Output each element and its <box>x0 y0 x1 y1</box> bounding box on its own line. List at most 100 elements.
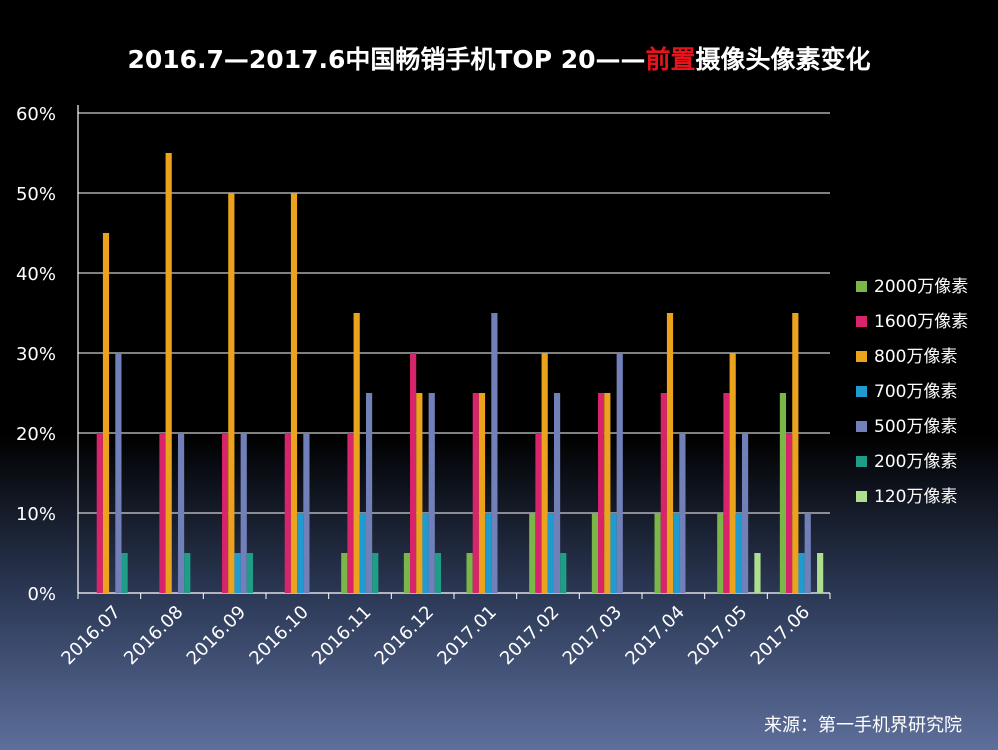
bar <box>604 393 611 593</box>
bar <box>365 393 373 593</box>
x-tick-label: 2017.06 <box>747 602 814 669</box>
legend-swatch <box>856 421 867 432</box>
title-part2: 摄像头像素变化 <box>695 45 871 74</box>
y-tick-label: 50% <box>16 184 56 205</box>
legend-swatch <box>856 386 867 397</box>
bar <box>115 353 122 593</box>
bar <box>403 553 411 593</box>
bar <box>717 513 724 593</box>
bar <box>246 553 254 593</box>
bar <box>792 313 799 593</box>
legend-label: 200万像素 <box>874 452 957 472</box>
legend-swatch <box>856 456 867 467</box>
bar <box>428 393 435 593</box>
x-tick-label: 2016.11 <box>308 602 375 669</box>
bar <box>96 433 103 593</box>
bar <box>303 433 310 593</box>
bar <box>553 393 561 593</box>
bar <box>165 153 172 593</box>
x-tick-label: 2016.12 <box>371 602 438 669</box>
bar <box>491 313 498 593</box>
bar <box>560 553 567 593</box>
bar <box>804 513 811 593</box>
chart-title: 2016.7—2017.6中国畅销手机TOP 20——前置摄像头像素变化 <box>0 40 998 76</box>
title-highlight: 前置 <box>645 45 696 74</box>
bar <box>610 513 617 593</box>
bar <box>723 393 730 593</box>
bar <box>591 513 599 593</box>
y-tick-label: 0% <box>27 584 56 605</box>
title-part1: 2016.7—2017.6中国畅销手机TOP 20—— <box>127 45 646 74</box>
bar <box>422 513 429 593</box>
bar <box>353 313 360 593</box>
bar <box>666 313 674 593</box>
legend-swatch <box>856 491 867 502</box>
bar <box>535 433 542 593</box>
legend-label: 1600万像素 <box>874 312 968 332</box>
bar <box>786 433 793 593</box>
bar <box>416 393 423 593</box>
legend-label: 700万像素 <box>874 382 957 402</box>
y-tick-label: 10% <box>16 504 56 525</box>
x-tick-label: 2016.10 <box>245 602 312 669</box>
bar <box>297 513 304 593</box>
bar <box>541 353 548 593</box>
bar <box>240 433 247 593</box>
bar <box>529 513 536 593</box>
y-tick-label: 30% <box>16 344 56 365</box>
bar <box>679 433 686 593</box>
bar <box>434 553 442 593</box>
bar <box>478 393 486 593</box>
bar <box>228 193 235 593</box>
bar <box>798 553 805 593</box>
legend-label: 120万像素 <box>874 487 957 507</box>
bar <box>754 553 761 593</box>
bar <box>779 393 787 593</box>
bar <box>341 553 348 593</box>
bar <box>184 553 191 593</box>
x-tick-label: 2016.09 <box>183 602 250 669</box>
bar <box>234 553 241 593</box>
x-tick-label: 2016.07 <box>57 602 124 669</box>
y-tick-label: 40% <box>16 264 56 285</box>
legend-swatch <box>856 351 867 362</box>
bar <box>741 433 749 593</box>
bar <box>102 233 110 593</box>
bar <box>347 433 354 593</box>
source-note: 来源：第一手机界研究院 <box>764 715 962 736</box>
bar <box>660 393 667 593</box>
bar <box>359 513 366 593</box>
bar <box>598 393 605 593</box>
legend-label: 500万像素 <box>874 417 957 437</box>
bar <box>472 393 479 593</box>
x-tick-label: 2017.02 <box>496 602 563 669</box>
x-tick-label: 2017.01 <box>433 602 500 669</box>
bar <box>729 353 736 593</box>
bar <box>466 553 473 593</box>
legend-swatch <box>856 281 867 292</box>
bar <box>177 433 185 593</box>
bar <box>372 553 379 593</box>
bar <box>222 433 229 593</box>
x-tick-label: 2017.05 <box>684 602 751 669</box>
legend-label: 800万像素 <box>874 347 957 367</box>
y-tick-label: 60% <box>16 104 56 125</box>
bar <box>673 513 680 593</box>
bar <box>654 513 661 593</box>
x-tick-label: 2017.03 <box>559 602 626 669</box>
bar <box>284 433 291 593</box>
bar <box>616 353 623 593</box>
legend-swatch <box>856 316 867 327</box>
bar <box>121 553 128 593</box>
bar <box>410 353 417 593</box>
bar <box>817 553 824 593</box>
bar <box>290 193 298 593</box>
bar <box>735 513 742 593</box>
legend-label: 2000万像素 <box>874 277 968 297</box>
x-tick-label: 2016.08 <box>120 602 187 669</box>
x-tick-label: 2017.04 <box>621 602 688 669</box>
bar <box>159 433 166 593</box>
bar <box>485 513 492 593</box>
bar <box>547 513 554 593</box>
